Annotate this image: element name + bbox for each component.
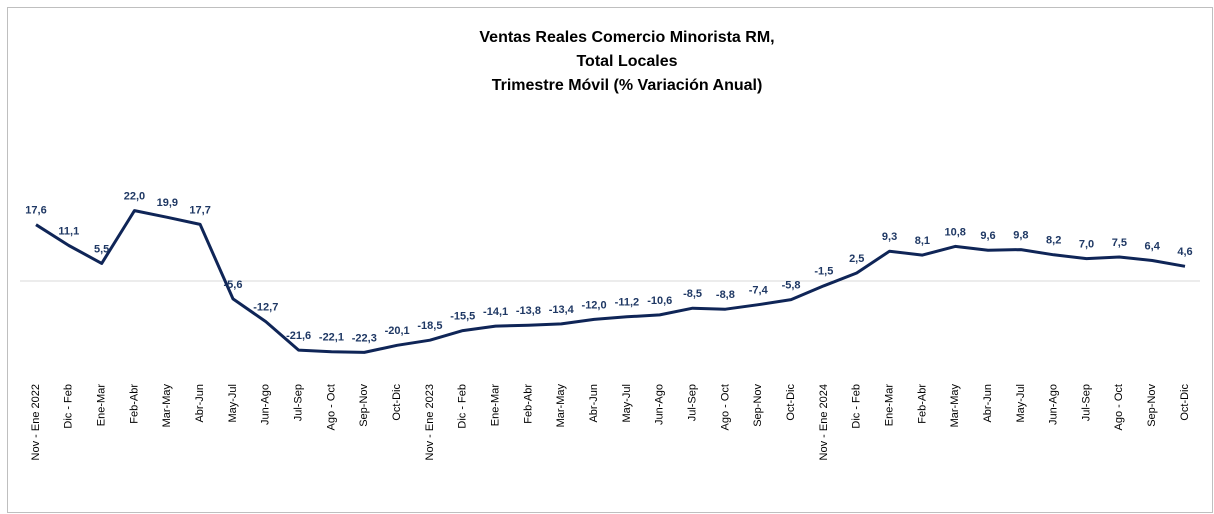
x-tick-label: Jun-Ago [654, 384, 666, 425]
x-tick-label: Mar-May [161, 384, 173, 428]
data-label: 11,1 [58, 225, 79, 237]
x-tick-label: May-Jul [227, 384, 239, 423]
x-tick-label: Mar-May [555, 384, 567, 428]
data-label: -18,5 [417, 320, 442, 332]
data-label: -12,0 [582, 299, 607, 311]
x-tick-label: Feb-Abr [522, 384, 534, 424]
data-label: -1,5 [814, 266, 833, 278]
data-label: -13,4 [549, 304, 575, 316]
x-tick-label: Sep-Nov [752, 384, 764, 427]
data-label: -11,2 [615, 297, 639, 309]
x-tick-label: Nov - Ene 2023 [424, 384, 436, 460]
data-label: -8,8 [716, 289, 735, 301]
x-tick-label: Ene-Mar [96, 384, 108, 427]
x-tick-label: May-Jul [1015, 384, 1027, 423]
data-label: 6,4 [1145, 240, 1161, 252]
x-tick-label: Abr-Jun [588, 384, 600, 423]
data-label: -15,5 [450, 311, 475, 323]
data-label: -22,3 [352, 332, 377, 344]
x-tick-label: Mar-May [949, 384, 961, 428]
chart-title: Trimestre Móvil (% Variación Anual) [492, 77, 763, 94]
x-tick-label: Ago - Oct [325, 384, 337, 430]
data-label: 5,5 [94, 243, 109, 255]
data-label: 22,0 [124, 191, 145, 203]
data-label: -12,7 [253, 302, 278, 314]
data-label: 4,6 [1177, 246, 1192, 258]
chart-title: Total Locales [576, 53, 677, 70]
x-tick-label: Nov - Ene 2022 [30, 384, 42, 460]
x-tick-label: Dic - Feb [63, 384, 75, 429]
x-tick-label: Abr-Jun [982, 384, 994, 423]
x-tick-label: Ago - Oct [1113, 384, 1125, 430]
data-label: 17,7 [189, 204, 210, 216]
x-tick-label: Dic - Feb [457, 384, 469, 429]
x-tick-label: Jul-Sep [1080, 384, 1092, 421]
data-label: 10,8 [944, 226, 965, 238]
x-tick-label: Oct-Dic [1179, 384, 1191, 421]
x-tick-label: Sep-Nov [358, 384, 370, 427]
data-label: -22,1 [319, 332, 344, 344]
x-tick-label: Jun-Ago [1048, 384, 1060, 425]
data-label: -20,1 [385, 325, 410, 337]
x-tick-label: Dic - Feb [851, 384, 863, 429]
x-tick-label: Jul-Sep [686, 384, 698, 421]
data-label: 7,0 [1079, 239, 1094, 251]
data-label: 7,5 [1112, 237, 1127, 249]
data-label: 17,6 [25, 205, 46, 217]
x-tick-label: Oct-Dic [391, 384, 403, 421]
x-tick-label: Abr-Jun [194, 384, 206, 423]
x-tick-label: Ago - Oct [719, 384, 731, 430]
x-tick-label: Oct-Dic [785, 384, 797, 421]
x-tick-label: Nov - Ene 2024 [818, 384, 830, 460]
data-label: -10,6 [647, 295, 672, 307]
x-tick-label: Sep-Nov [1146, 384, 1158, 427]
x-tick-label: Feb-Abr [916, 384, 928, 424]
data-label: 9,3 [882, 231, 897, 243]
data-label: 9,6 [980, 230, 995, 242]
data-label: -14,1 [483, 306, 508, 318]
chart-title: Ventas Reales Comercio Minorista RM, [479, 29, 774, 46]
x-tick-label: Jun-Ago [260, 384, 272, 425]
x-tick-label: Ene-Mar [490, 384, 502, 427]
x-tick-label: Ene-Mar [883, 384, 895, 427]
chart-frame [7, 7, 1213, 513]
data-label: -7,4 [749, 285, 769, 297]
line-series [35, 209, 1186, 354]
data-label: -13,8 [516, 305, 541, 317]
data-label: 9,8 [1013, 230, 1028, 242]
data-label: 19,9 [157, 197, 178, 209]
data-label: 2,5 [849, 253, 864, 265]
x-tick-label: Jul-Sep [293, 384, 305, 421]
data-label: -21,6 [286, 330, 311, 342]
data-label: 8,2 [1046, 235, 1061, 247]
x-tick-label: May-Jul [621, 384, 633, 423]
data-label: -5,6 [223, 279, 242, 291]
data-label: -8,5 [683, 288, 702, 300]
x-tick-label: Feb-Abr [128, 384, 140, 424]
data-label: -5,8 [782, 279, 801, 291]
data-label: 8,1 [915, 235, 930, 247]
